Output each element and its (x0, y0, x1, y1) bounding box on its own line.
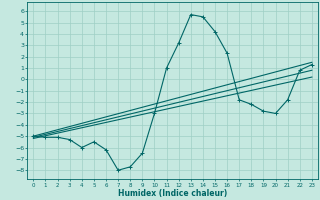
X-axis label: Humidex (Indice chaleur): Humidex (Indice chaleur) (118, 189, 227, 198)
